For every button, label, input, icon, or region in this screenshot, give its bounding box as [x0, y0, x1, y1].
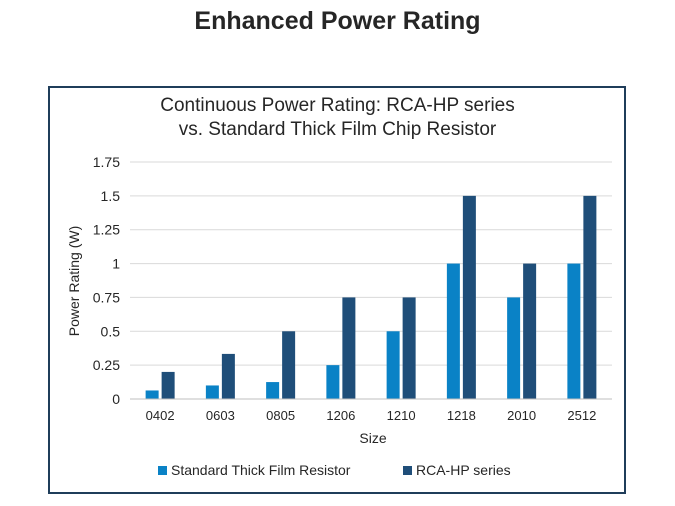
x-tick-label: 0603	[206, 408, 235, 423]
bars	[145, 195, 597, 399]
legend-swatch	[403, 466, 412, 475]
bar-standard-0402	[145, 390, 159, 399]
x-tick-label: 0805	[266, 408, 295, 423]
y-tick-label: 0	[112, 391, 120, 407]
axes: 0 0.25 0.5 0.75 1 1.25 1.5 1.75 0402 0603 0805 1206…	[93, 154, 612, 423]
y-tick-label: 1.75	[93, 154, 120, 170]
bar-rca-hp-1210	[402, 297, 416, 399]
bar-standard-1218	[446, 263, 460, 399]
bar-rca-hp-0603	[221, 353, 235, 399]
bar-rca-hp-2512	[583, 195, 597, 399]
bar-rca-hp-1206	[342, 297, 356, 399]
bar-standard-2010	[507, 297, 521, 399]
slide-title: Enhanced Power Rating	[194, 7, 481, 35]
x-tick-label: 2512	[567, 408, 596, 423]
y-tick-label: 0.75	[93, 289, 120, 305]
chart-title-line-1: Continuous Power Rating: RCA-HP series	[160, 95, 515, 116]
legend: Standard Thick Film Resistor RCA-HP serie…	[158, 462, 511, 478]
bar-standard-2512	[567, 263, 581, 399]
bar-standard-1210	[386, 331, 400, 399]
x-tick-label: 1218	[447, 408, 476, 423]
y-tick-label: 1.5	[101, 188, 121, 204]
y-axis-label: Power Rating (W)	[66, 226, 82, 336]
bar-rca-hp-1218	[462, 195, 476, 399]
y-tick-label: 1.25	[93, 222, 120, 238]
bar-standard-1206	[326, 365, 340, 399]
x-tick-label: 0402	[146, 408, 175, 423]
bar-rca-hp-2010	[523, 263, 537, 399]
chart-title: Continuous Power Rating: RCA-HP series v…	[0, 94, 675, 142]
y-tick-label: 1	[112, 256, 120, 272]
y-tick-label: 0.5	[101, 323, 121, 339]
chart-title-line-2: vs. Standard Thick Film Chip Resistor	[178, 119, 497, 140]
y-tick-label: 0.25	[93, 357, 120, 373]
legend-label: Standard Thick Film Resistor	[171, 462, 351, 478]
bar-rca-hp-0805	[282, 331, 296, 399]
legend-label: RCA-HP series	[416, 462, 511, 478]
bar-rca-hp-0402	[161, 371, 175, 399]
grid-lines	[130, 161, 612, 366]
x-axis-label: Size	[359, 430, 386, 446]
bar-standard-0805	[266, 382, 280, 399]
bar-standard-0603	[205, 385, 219, 399]
x-tick-label: 1206	[326, 408, 355, 423]
x-tick-label: 1210	[387, 408, 416, 423]
legend-swatch	[158, 466, 167, 475]
x-tick-label: 2010	[507, 408, 536, 423]
